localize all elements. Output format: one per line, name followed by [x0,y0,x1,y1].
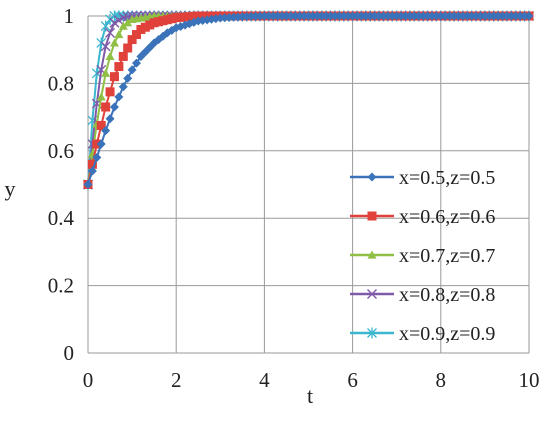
data-point [127,65,137,75]
x-tick-label: 8 [436,368,447,392]
data-point [92,153,102,163]
x-tick-label: 6 [347,368,358,392]
data-point [118,21,128,30]
series-3 [83,11,534,189]
legend-swatch-marker [367,327,377,339]
y-tick-label: 1 [64,4,75,28]
data-point [524,11,534,21]
x-axis-title: t [307,383,313,408]
legend-item: x=0.6,z=0.6 [350,206,495,228]
data-point [87,166,97,176]
data-point [96,139,106,149]
data-point [114,92,124,102]
legend-label: x=0.7,z=0.7 [399,245,495,267]
data-point [105,114,115,124]
x-tick-label: 10 [519,368,540,392]
y-tick-label: 0 [64,341,75,365]
x-tick-label: 0 [83,368,94,392]
y-tick-label: 0.6 [48,139,74,163]
data-point [127,35,137,45]
data-point [96,37,107,49]
data-point [101,68,111,77]
data-point [87,159,97,169]
data-point [132,30,142,40]
data-point [123,73,133,83]
legend-label: x=0.8,z=0.8 [399,284,495,306]
data-point [105,87,115,97]
legend-item: x=0.9,z=0.9 [350,323,495,345]
data-point [211,14,221,24]
legend-swatch-marker [367,211,377,221]
data-point [118,51,128,61]
series-2 [83,11,534,189]
x-tick-label: 4 [259,368,270,392]
legend-label: x=0.5,z=0.5 [399,167,495,189]
legend-item: x=0.7,z=0.7 [350,245,495,267]
data-point [132,58,142,68]
data-point [114,30,124,39]
y-tick-label: 0.2 [48,274,74,298]
series-5 [83,10,534,190]
data-point [123,43,133,53]
data-point [96,92,106,101]
legend-swatch-marker [367,172,377,182]
data-point [114,62,124,72]
data-point [109,72,119,82]
data-point [109,38,119,47]
data-point [101,126,111,136]
y-axis-title: y [5,176,16,201]
legend-swatch-marker [367,250,377,259]
x-tick-label: 2 [171,368,182,392]
y-tick-label: 0.8 [48,71,74,95]
data-point [109,102,119,112]
data-point [123,18,133,27]
data-point [96,121,106,131]
data-point [100,41,111,52]
data-point [105,13,116,25]
data-point [118,82,128,92]
y-tick-label: 0.4 [48,206,75,230]
data-point [105,27,116,38]
data-point [105,51,115,61]
data-point [101,102,111,112]
data-point [83,180,93,189]
data-point [100,20,111,32]
series-4 [83,11,534,190]
legend-label: x=0.6,z=0.6 [399,206,495,228]
series-1 [83,11,534,189]
legend-item: x=0.5,z=0.5 [350,167,495,189]
legend: x=0.5,z=0.5 x=0.6,z=0.6 x=0.7,z=0.7 x=0.8,z… [350,167,495,345]
legend-label: x=0.9,z=0.9 [399,323,495,345]
legend-item: x=0.8,z=0.8 [350,284,495,306]
series-group [83,10,534,190]
legend-swatch-marker [367,289,377,299]
